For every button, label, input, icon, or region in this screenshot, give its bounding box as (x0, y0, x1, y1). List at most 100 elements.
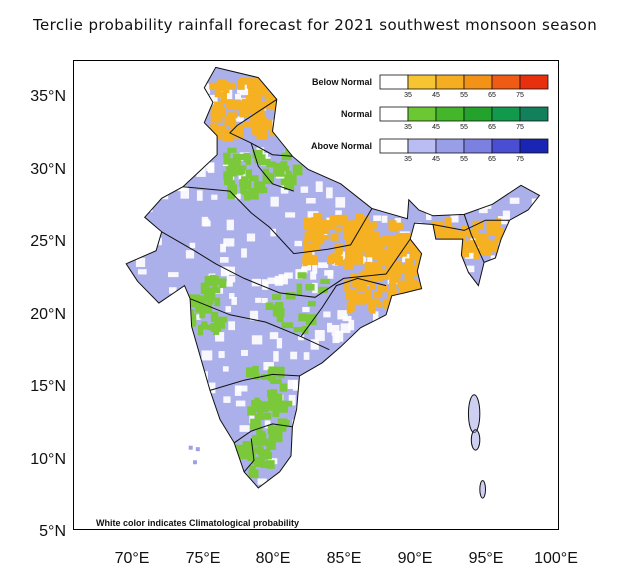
climatology-cell (175, 104, 183, 116)
climatology-cell (379, 503, 385, 513)
climatology-cell (531, 198, 538, 207)
climatology-cell (461, 497, 471, 504)
climatology-cell (126, 366, 133, 374)
climatology-cell (502, 210, 510, 221)
climatology-cell (495, 144, 503, 155)
climatology-cell (348, 319, 355, 331)
below-normal-cell (494, 236, 505, 242)
climatology-cell (339, 161, 346, 173)
climatology-cell (294, 240, 302, 247)
climatology-cell (470, 235, 479, 242)
below-normal-cell (315, 222, 325, 233)
climatology-cell (429, 179, 436, 186)
climatology-cell (476, 74, 486, 81)
normal-cell (266, 389, 278, 398)
below-normal-cell (422, 274, 431, 282)
below-normal-cell (416, 257, 427, 270)
climatology-cell (164, 83, 175, 93)
climatology-cell (536, 130, 540, 141)
below-normal-cell (404, 269, 412, 280)
climatology-cell (479, 177, 489, 187)
legend-tick: 75 (516, 156, 524, 163)
normal-cell (267, 424, 274, 435)
below-normal-cell (458, 249, 470, 258)
climatology-cell (134, 293, 145, 300)
climatology-cell (172, 311, 181, 320)
below-normal-cell (397, 280, 410, 288)
normal-cell (272, 405, 280, 418)
climatology-cell (370, 446, 378, 454)
state-boundary (209, 373, 300, 391)
climatology-cell (150, 348, 158, 356)
climatology-cell (126, 242, 136, 249)
below-normal-cell (284, 89, 293, 102)
climatology-cell (378, 93, 385, 104)
climatology-cell (226, 276, 236, 283)
below-normal-cell (346, 300, 355, 312)
climatology-cell (540, 223, 548, 230)
climatology-cell (407, 503, 415, 510)
climatology-cell (195, 156, 205, 165)
climatology-cell (464, 181, 473, 189)
below-normal-cell (376, 301, 383, 308)
climatology-cell (528, 173, 534, 181)
climatology-cell (447, 377, 453, 385)
below-normal-cell (364, 249, 374, 258)
normal-cell (283, 178, 293, 184)
below-normal-cell (269, 99, 275, 111)
below-normal-cell (420, 262, 429, 269)
climatology-cell (320, 435, 329, 443)
normal-cell (245, 154, 252, 165)
climatology-cell (211, 194, 218, 200)
below-normal-cell (445, 240, 452, 246)
below-normal-cell (421, 296, 430, 307)
below-normal-cell (468, 240, 477, 253)
normal-cell (199, 307, 206, 319)
climatology-cell (290, 351, 298, 360)
climatology-cell (500, 483, 510, 488)
climatology-cell (206, 162, 215, 172)
below-normal-cell (449, 239, 456, 247)
normal-cell (318, 286, 328, 293)
below-normal-cell (494, 218, 502, 226)
lon-label-70: 70°E (114, 550, 150, 567)
climatology-cell (368, 175, 379, 186)
climatology-cell (145, 342, 154, 354)
normal-cell (188, 318, 197, 327)
climatology-cell (126, 172, 138, 181)
normal-cell (256, 149, 263, 159)
normal-cell (305, 314, 317, 325)
climatology-cell (174, 368, 183, 379)
legend-tick: 65 (488, 124, 496, 131)
normal-cell (186, 309, 194, 319)
climatology-cell (129, 491, 137, 501)
climatology-cell (164, 411, 175, 418)
below-normal-cell (235, 130, 242, 137)
below-normal-cell (260, 125, 268, 138)
climatology-cell (495, 325, 502, 335)
climatology-cell (465, 248, 476, 259)
below-normal-cell (213, 101, 224, 113)
climatology-cell (361, 354, 371, 366)
climatology-cell (174, 134, 185, 145)
normal-cell (256, 456, 265, 465)
below-normal-cell (435, 248, 445, 259)
climatology-cell (461, 493, 469, 500)
climatology-cell (261, 279, 268, 290)
normal-cell (218, 278, 227, 289)
below-normal-cell (216, 125, 227, 133)
below-normal-cell (223, 81, 230, 94)
below-normal-cell (375, 266, 383, 277)
below-normal-cell (252, 102, 265, 115)
climatology-cell (249, 310, 259, 321)
climatology-cell (327, 467, 338, 479)
climatology-cell (231, 460, 237, 471)
climatology-cell (203, 83, 211, 94)
climatology-cell (544, 500, 551, 509)
climatology-cell (402, 501, 407, 507)
climatology-cell (527, 113, 537, 125)
normal-cell (245, 367, 258, 378)
climatology-cell (492, 323, 501, 333)
climatology-cell (181, 391, 192, 397)
climatology-cell (521, 503, 529, 510)
